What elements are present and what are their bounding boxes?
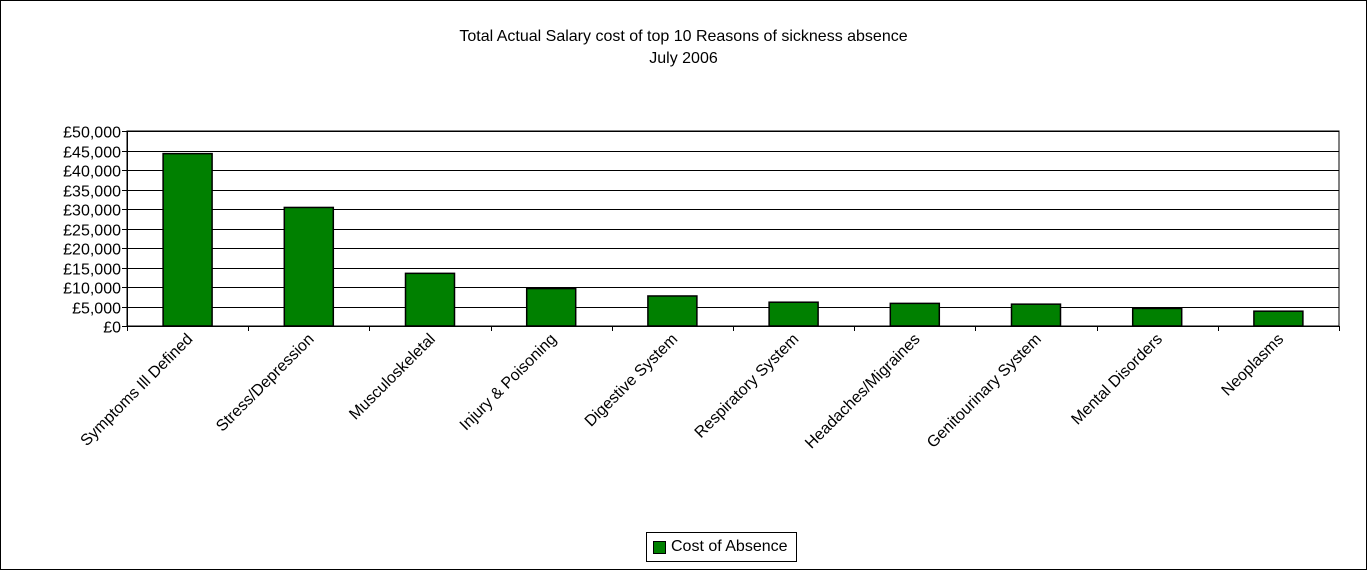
legend-label: Cost of Absence	[671, 538, 788, 555]
chart-subtitle: July 2006	[649, 50, 718, 67]
x-tick-label: Neoplasms	[1219, 331, 1288, 400]
bars	[162, 152, 1304, 327]
y-tick-label: £35,000	[63, 184, 121, 201]
x-tick-label: Digestive System	[582, 331, 681, 430]
chart-title: Total Actual Salary cost of top 10 Reaso…	[459, 28, 908, 45]
y-tick-label: £30,000	[63, 203, 121, 220]
y-tick-label: £50,000	[63, 125, 121, 142]
bar	[525, 287, 577, 327]
x-tick-label: Injury & Poisoning	[457, 331, 560, 434]
x-tick-label: Headaches/Migraines	[802, 331, 923, 452]
bar	[768, 301, 819, 327]
y-tick-label: £10,000	[63, 281, 121, 298]
bar	[1253, 310, 1304, 327]
y-tick-label: £0	[103, 320, 121, 337]
bar	[283, 206, 335, 327]
x-tick-label: Symptoms Ill Defined	[78, 331, 197, 450]
bar	[889, 302, 941, 327]
x-tick-label: Musculoskeletal	[346, 331, 439, 424]
y-tick-label: £15,000	[63, 262, 121, 279]
y-tick-label: £40,000	[63, 164, 121, 181]
y-tick-label: £45,000	[63, 145, 121, 162]
bar	[162, 152, 213, 327]
x-tick-label: Stress/Depression	[213, 331, 317, 435]
y-tick-label: £20,000	[63, 242, 121, 259]
bar	[647, 295, 698, 327]
legend: Cost of Absence	[646, 532, 797, 562]
y-axis: £0 £5,000 £10,000 £15,000 £20,000 £25,000 £30,…	[63, 125, 128, 337]
bar	[404, 272, 456, 327]
bar	[1010, 303, 1062, 327]
x-axis: Symptoms Ill Defined Stress/Depression Mus…	[78, 326, 1340, 452]
legend-swatch	[653, 540, 666, 554]
x-tick-label: Mental Disorders	[1068, 331, 1166, 429]
x-tick-label: Respiratory System	[692, 331, 803, 442]
chart-title-block: Total Actual Salary cost of top 10 Reaso…	[0, 26, 1367, 70]
bar	[1131, 307, 1183, 327]
x-tick-label: Genitourinary System	[924, 331, 1045, 452]
y-tick-label: £5,000	[72, 301, 121, 318]
y-tick-label: £25,000	[63, 223, 121, 240]
